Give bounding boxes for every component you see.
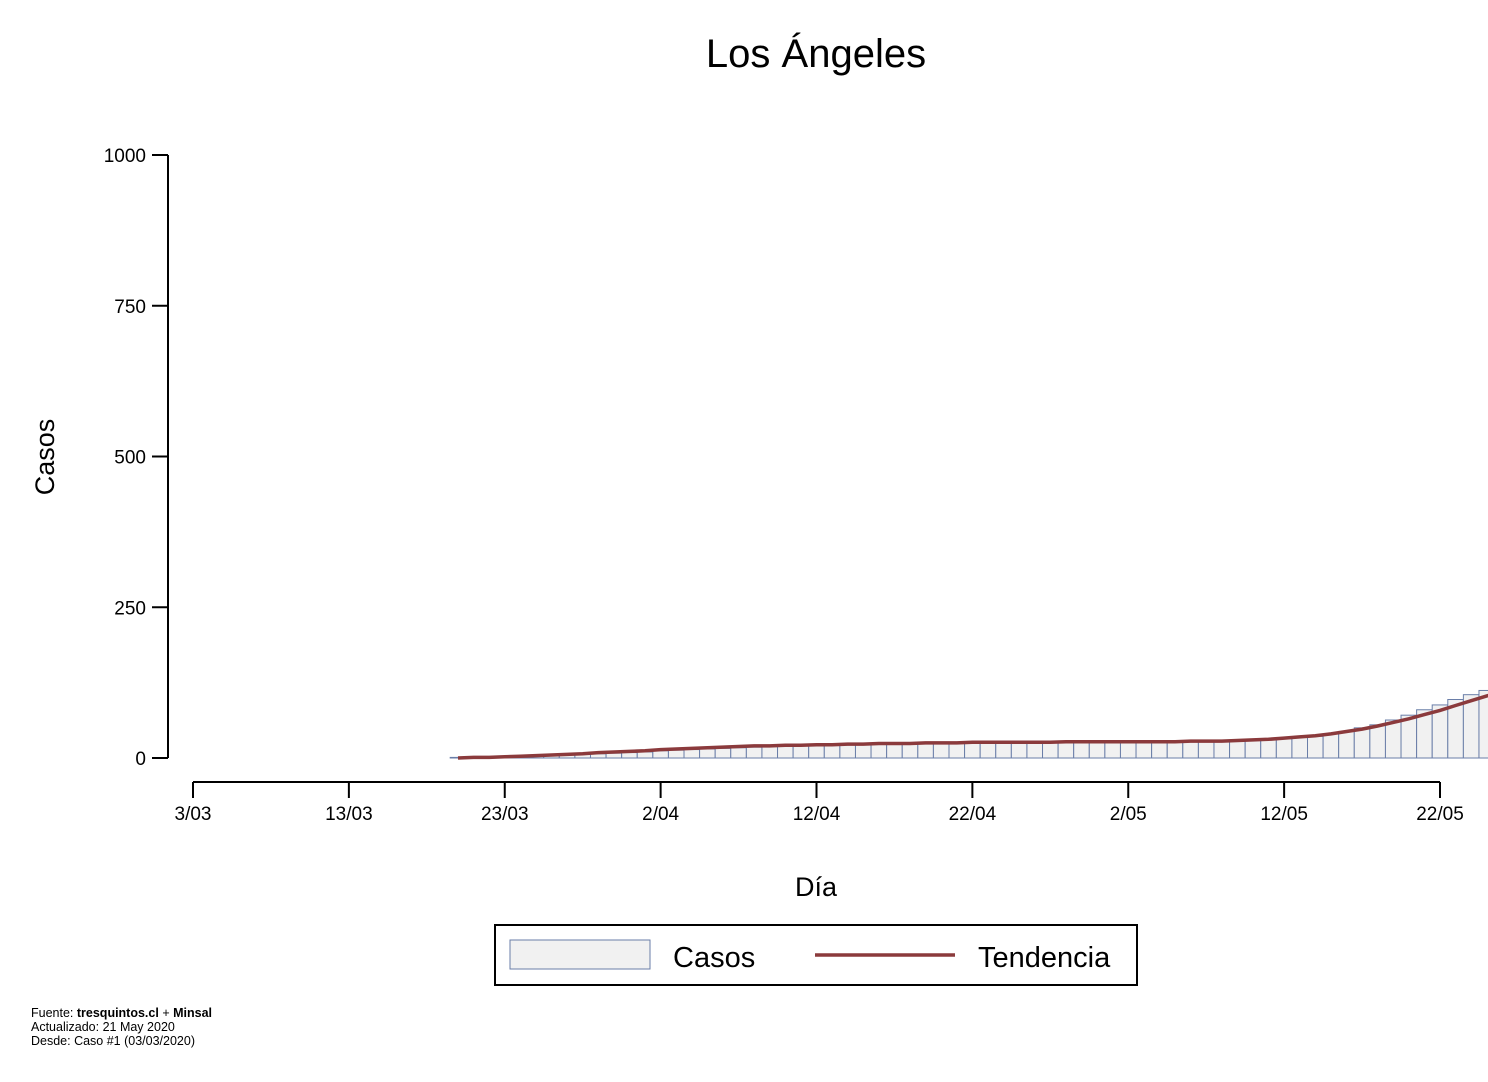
bar: [1088, 741, 1106, 759]
bar: [1478, 689, 1488, 759]
bar: [1244, 739, 1262, 759]
y-tick-label: 750: [114, 297, 146, 318]
legend-casos-label: Casos: [673, 942, 755, 974]
bar: [730, 747, 747, 759]
bar: [1197, 740, 1215, 759]
bar: [1042, 741, 1059, 759]
bar: [1104, 741, 1121, 759]
bar: [854, 744, 872, 759]
bar: [901, 743, 919, 759]
bar: [823, 744, 841, 759]
bar: [761, 746, 779, 759]
bar: [1182, 741, 1199, 759]
x-tick-label: 12/04: [793, 804, 841, 825]
bar: [917, 743, 934, 759]
x-tick-label: 13/03: [325, 804, 373, 825]
chart-title: Los Ángeles: [706, 31, 926, 76]
bar: [1369, 724, 1386, 759]
bar: [1119, 741, 1137, 759]
y-axis-ticks: 0 250 500 750 1000: [104, 146, 168, 770]
source-site: tresquintos.cl: [76, 1006, 159, 1020]
bar: [1010, 741, 1028, 759]
bar: [1307, 735, 1324, 759]
footer-since: Desde: Caso #1 (03/03/2020): [31, 1034, 195, 1048]
footer-notes: Fuente: tresquintos.cl + Minsal Actualiz…: [31, 1006, 212, 1048]
bar: [1135, 741, 1153, 759]
y-tick-label: 0: [135, 749, 146, 770]
bar: [652, 750, 669, 759]
bar: [979, 742, 997, 759]
x-tick-label: 22/04: [949, 804, 997, 825]
x-tick-label: 23/03: [481, 804, 529, 825]
y-tick-label: 1000: [104, 146, 146, 167]
bar: [699, 748, 716, 759]
trend-line: [457, 693, 1488, 760]
legend-tendencia-label: Tendencia: [978, 942, 1111, 974]
y-axis-title: Casos: [30, 419, 60, 496]
bar: [964, 742, 981, 759]
x-axis-title: Día: [795, 872, 838, 902]
bar: [1338, 730, 1355, 759]
x-tick-label: 22/05: [1416, 804, 1464, 825]
bar: [995, 742, 1012, 759]
bar: [932, 743, 950, 759]
bar: [792, 745, 810, 759]
bar-series-casos: [449, 689, 1488, 759]
bar: [1353, 727, 1371, 759]
bar: [1073, 741, 1090, 759]
bar: [777, 745, 794, 759]
legend: Casos Tendencia: [494, 924, 1138, 986]
bar: [948, 742, 966, 759]
bar: [621, 752, 638, 759]
bar: [1151, 741, 1168, 759]
source-org: Minsal: [173, 1006, 212, 1020]
bar: [1260, 738, 1277, 759]
bar: [667, 749, 685, 759]
legend-casos-swatch: [509, 939, 651, 970]
bar: [870, 743, 888, 759]
bar: [636, 751, 654, 759]
bar: [1026, 741, 1044, 759]
x-tick-label: 2/04: [642, 804, 679, 825]
y-tick-label: 500: [114, 448, 146, 469]
bar: [1166, 741, 1184, 759]
bar: [1057, 741, 1075, 759]
bar: [886, 743, 903, 759]
footer-updated: Actualizado: 21 May 2020: [31, 1020, 175, 1034]
bar: [1213, 740, 1231, 759]
x-tick-label: 3/03: [175, 804, 212, 825]
x-tick-label: 12/05: [1260, 804, 1308, 825]
x-axis-ticks: 3/03 13/03 23/03 2/04 12/04 22/04 2/05 12/05 22/…: [175, 782, 1464, 825]
bar: [1384, 719, 1402, 759]
bar: [1322, 733, 1340, 759]
x-tick-label: 2/05: [1110, 804, 1147, 825]
bar: [714, 747, 732, 759]
bar: [1291, 736, 1309, 759]
footer-source: Fuente: tresquintos.cl + Minsal: [31, 1006, 212, 1020]
bar: [683, 749, 701, 759]
bar: [1275, 738, 1293, 759]
bar: [1229, 740, 1246, 759]
bar: [745, 746, 763, 759]
y-tick-label: 250: [114, 598, 146, 619]
bar: [839, 744, 856, 759]
bar: [808, 744, 825, 759]
